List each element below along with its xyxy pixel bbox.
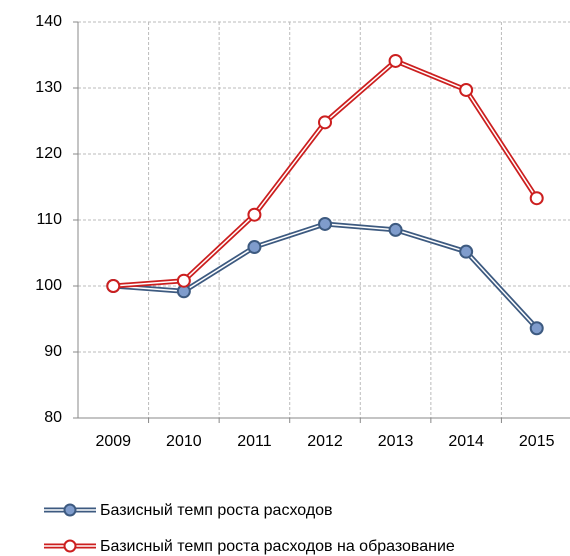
marker <box>247 240 262 255</box>
marker <box>388 53 403 68</box>
marker <box>106 279 121 293</box>
y-tick-label: 90 <box>44 343 62 360</box>
marker <box>388 222 403 237</box>
y-tick-label: 140 <box>35 13 62 30</box>
y-tick-label: 100 <box>35 277 62 294</box>
marker <box>529 191 544 206</box>
series-line-highlight <box>113 223 538 329</box>
marker <box>247 207 262 222</box>
marker <box>318 216 332 231</box>
x-tick-label: 2013 <box>378 433 414 450</box>
series-line-highlight <box>113 60 538 287</box>
x-tick-label: 2012 <box>307 433 343 450</box>
series-line <box>113 221 539 330</box>
x-tick-label: 2010 <box>166 433 202 450</box>
series-line <box>113 58 539 289</box>
marker <box>529 321 544 336</box>
y-tick-label: 110 <box>36 211 62 228</box>
x-tick-label: 2015 <box>519 433 555 450</box>
legend-marker <box>63 503 77 517</box>
marker <box>318 115 332 130</box>
x-tick-label: 2011 <box>237 433 272 450</box>
x-tick-label: 2014 <box>448 433 484 450</box>
y-tick-label: 80 <box>44 409 62 426</box>
x-tick-label: 2009 <box>95 433 131 450</box>
legend-label: Базисный темп роста расходов на образова… <box>100 538 455 555</box>
legend-label: Базисный темп роста расходов <box>100 502 333 519</box>
marker <box>459 82 474 97</box>
y-tick-label: 120 <box>35 145 62 162</box>
marker <box>459 244 474 259</box>
marker <box>176 273 191 288</box>
legend-marker <box>63 539 77 553</box>
y-tick-label: 130 <box>35 79 62 96</box>
